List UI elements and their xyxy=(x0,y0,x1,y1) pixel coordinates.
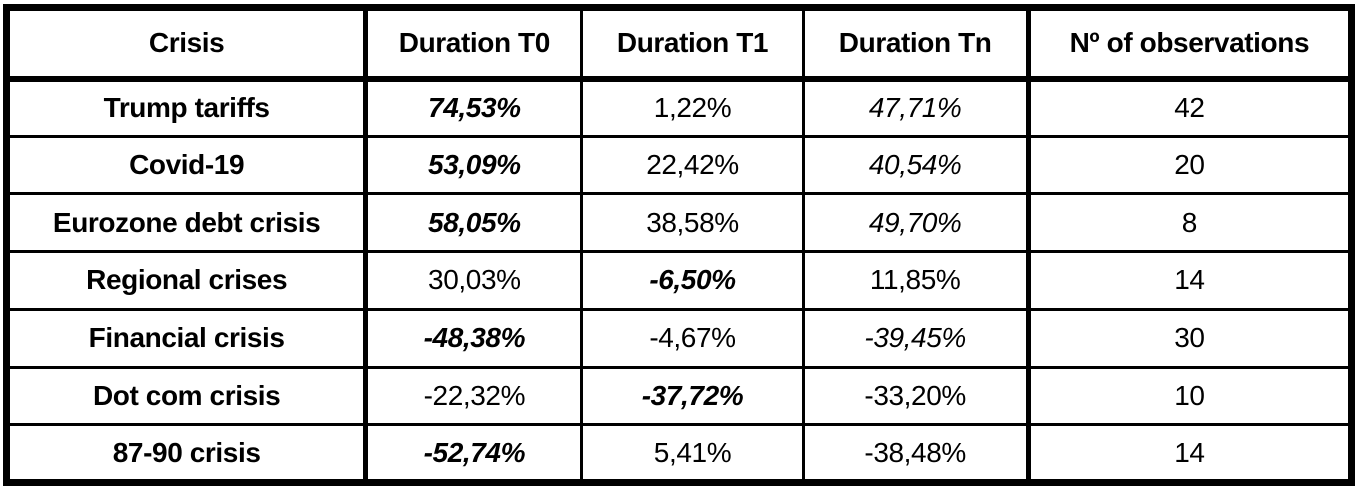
value-cell: -38,48% xyxy=(801,423,1031,484)
column-header-duration-tn: Duration Tn xyxy=(801,6,1031,82)
crisis-statistics-table: Crisis Duration T0 Duration T1 Duration … xyxy=(3,4,1355,486)
table-row: Dot com crisis -22,32% -37,72% -33,20% 10 xyxy=(4,365,1354,427)
value-cell: 14 xyxy=(1026,423,1354,484)
column-header-crisis: Crisis xyxy=(4,6,369,82)
value-cell: 30 xyxy=(1026,307,1354,369)
value-cell: -22,32% xyxy=(364,365,584,427)
value-cell: -37,72% xyxy=(580,365,805,427)
value-cell: -48,38% xyxy=(364,307,584,369)
column-header-duration-t0: Duration T0 xyxy=(364,6,584,82)
table-row: Trump tariffs 74,53% 1,22% 47,71% 42 xyxy=(4,77,1354,138)
value-cell: 8 xyxy=(1026,192,1354,254)
table-header: Crisis Duration T0 Duration T1 Duration … xyxy=(4,6,1354,82)
crisis-name-cell: Dot com crisis xyxy=(4,365,369,427)
value-cell: 20 xyxy=(1026,134,1354,196)
value-cell: -33,20% xyxy=(801,365,1031,427)
table-row: 87-90 crisis -52,74% 5,41% -38,48% 14 xyxy=(4,423,1354,484)
value-cell: 22,42% xyxy=(580,134,805,196)
value-cell: 74,53% xyxy=(364,77,584,138)
column-header-observations: Nº of observations xyxy=(1026,6,1354,82)
value-cell: 47,71% xyxy=(801,77,1031,138)
table-row: Regional crises 30,03% -6,50% 11,85% 14 xyxy=(4,250,1354,311)
value-cell: 5,41% xyxy=(580,423,805,484)
value-cell: 1,22% xyxy=(580,77,805,138)
crisis-name-cell: Trump tariffs xyxy=(4,77,369,138)
crisis-name-cell: Financial crisis xyxy=(4,307,369,369)
value-cell: -39,45% xyxy=(801,307,1031,369)
value-cell: 10 xyxy=(1026,365,1354,427)
table-body: Trump tariffs 74,53% 1,22% 47,71% 42 Covid-19… xyxy=(4,77,1354,484)
header-row: Crisis Duration T0 Duration T1 Duration … xyxy=(4,6,1354,82)
crisis-name-cell: Eurozone debt crisis xyxy=(4,192,369,254)
crisis-name-cell: Regional crises xyxy=(4,250,369,311)
value-cell: -4,67% xyxy=(580,307,805,369)
value-cell: 58,05% xyxy=(364,192,584,254)
value-cell: -6,50% xyxy=(580,250,805,311)
crisis-name-cell: Covid-19 xyxy=(4,134,369,196)
value-cell: 42 xyxy=(1026,77,1354,138)
value-cell: 53,09% xyxy=(364,134,584,196)
table-row: Covid-19 53,09% 22,42% 40,54% 20 xyxy=(4,134,1354,196)
table-row: Eurozone debt crisis 58,05% 38,58% 49,70% 8 xyxy=(4,192,1354,254)
value-cell: -52,74% xyxy=(364,423,584,484)
value-cell: 40,54% xyxy=(801,134,1031,196)
value-cell: 11,85% xyxy=(801,250,1031,311)
crisis-name-cell: 87-90 crisis xyxy=(4,423,369,484)
table-row: Financial crisis -48,38% -4,67% -39,45% 30 xyxy=(4,307,1354,369)
value-cell: 38,58% xyxy=(580,192,805,254)
column-header-duration-t1: Duration T1 xyxy=(580,6,805,82)
value-cell: 14 xyxy=(1026,250,1354,311)
value-cell: 49,70% xyxy=(801,192,1031,254)
value-cell: 30,03% xyxy=(364,250,584,311)
